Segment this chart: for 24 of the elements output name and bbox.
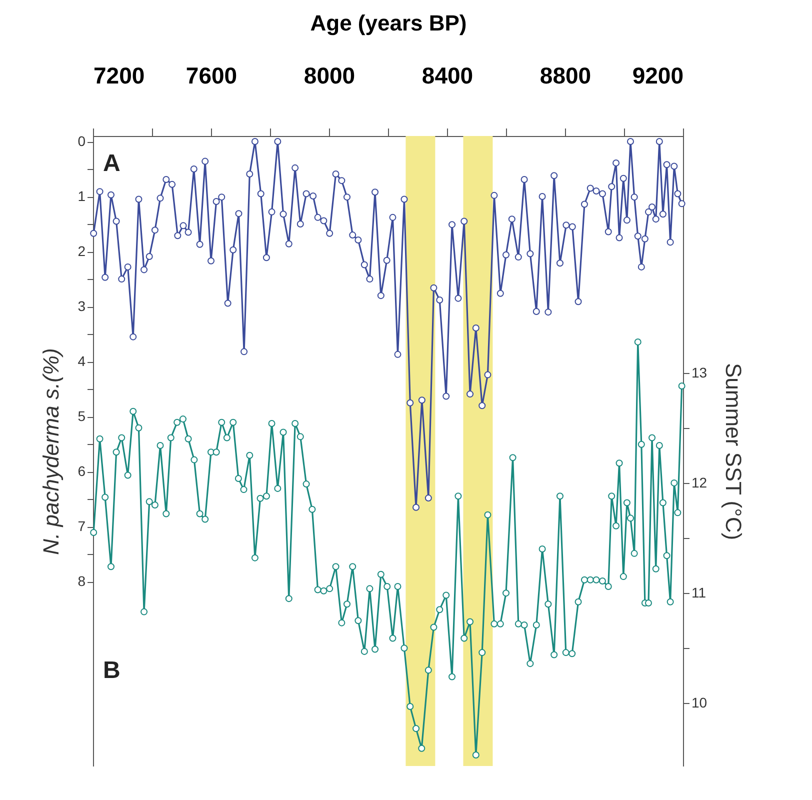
y-tick-label: 8 [78, 573, 86, 590]
x-tick-label: 8000 [304, 62, 356, 88]
y2-axis-title: Summer SST (°C) [721, 362, 746, 540]
y-tick-label: 6 [78, 463, 86, 480]
x-tick-label: 8800 [540, 62, 592, 88]
y2-tick-label: 10 [692, 694, 708, 711]
y2-tick-label: 12 [692, 474, 708, 490]
y-tick-label: 7 [78, 518, 86, 534]
x-tick-label: 7600 [186, 62, 238, 88]
y-tick-label: 2 [78, 243, 86, 260]
annotation: A [103, 150, 120, 177]
x-axis-title: Age (years BP) [310, 10, 467, 36]
y-tick-label: 4 [78, 353, 86, 370]
x-tick-label: 7200 [94, 62, 145, 88]
y2-tick-label: 11 [692, 584, 706, 601]
y-tick-label: 5 [78, 408, 86, 424]
x-tick-label: 8400 [422, 62, 474, 88]
y-axis-title: N. pachyderma s.(%) [38, 348, 64, 555]
annotation: B [103, 657, 120, 684]
y-tick-label: 0 [78, 133, 86, 149]
y-tick-label: 3 [78, 298, 86, 314]
y-tick-label: 1 [78, 188, 86, 204]
y2-tick-label: 13 [692, 364, 708, 380]
x-tick-label: 9200 [632, 62, 684, 88]
